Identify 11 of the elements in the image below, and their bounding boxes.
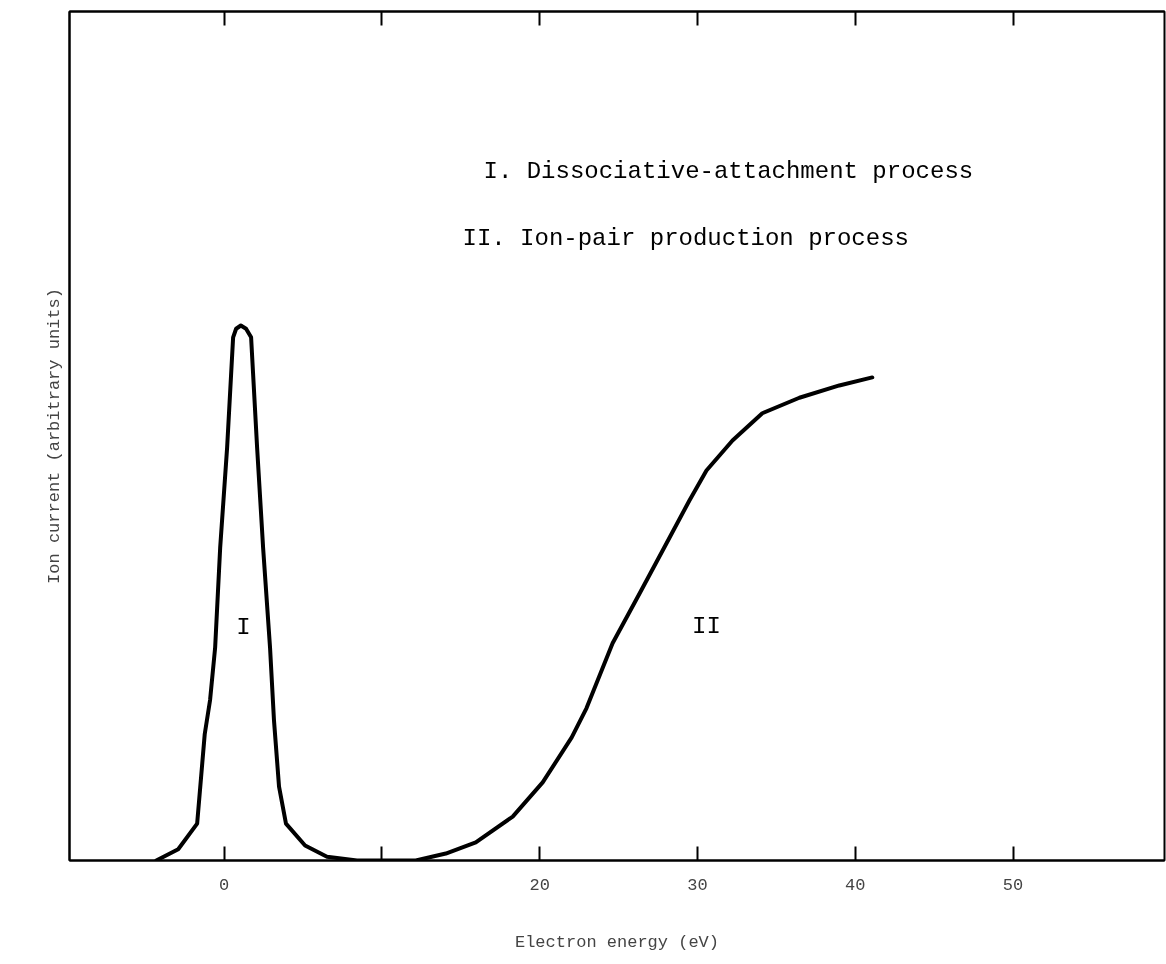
x-tick-label: 40	[845, 875, 866, 895]
annotation: I	[236, 614, 251, 641]
x-tick-label: 50	[1002, 875, 1024, 895]
text: II. Ion-pair production process	[462, 225, 909, 252]
x-axis-title: Electron energy (eV)	[514, 932, 720, 952]
x-tick-label: 20	[529, 875, 550, 895]
annotation: II	[692, 613, 721, 640]
text: I. Dissociative-attachment process	[483, 158, 974, 185]
x-tick-label: 30	[687, 875, 708, 895]
y-axis-title: Ion current (arbitrary units)	[44, 288, 64, 584]
x-tick-label: 0	[219, 875, 230, 895]
